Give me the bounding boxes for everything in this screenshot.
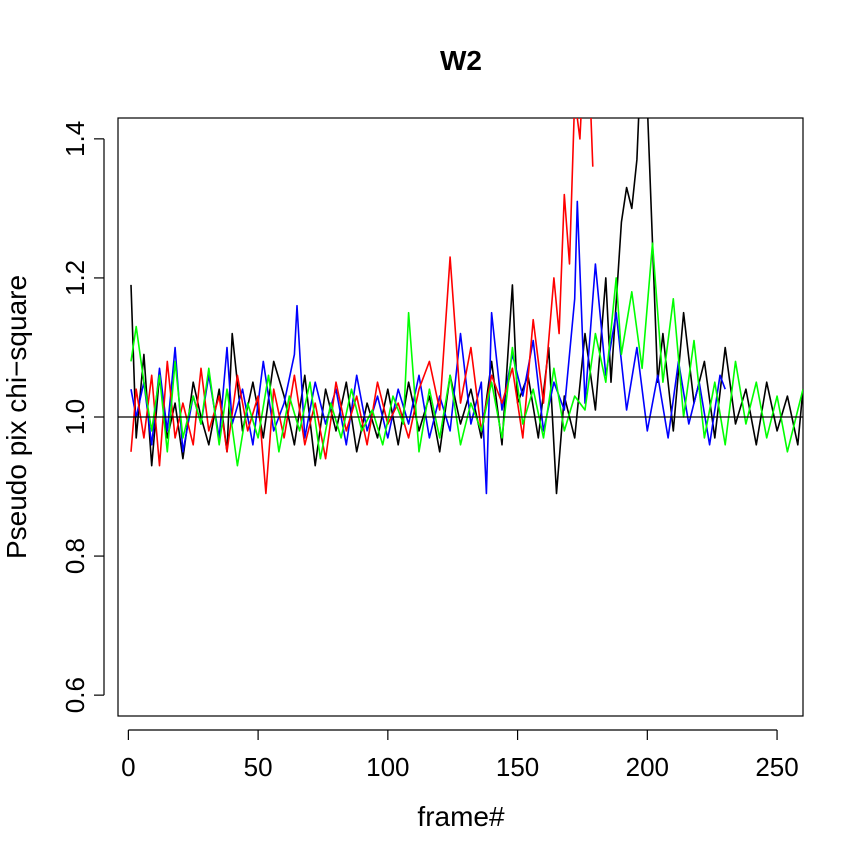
x-axis-title: frame# [417,801,505,832]
y-tick-label: 1.2 [60,260,90,296]
x-tick-label: 50 [244,752,273,782]
y-tick-label: 0.8 [60,538,90,574]
x-tick-label: 150 [496,752,539,782]
y-axis-title: Pseudo pix chi−square [1,275,32,559]
x-axis: 0 50 100 150 200 250 [121,729,799,782]
x-tick-label: 250 [755,752,798,782]
chart-title: W2 [440,45,482,76]
y-tick-label: 1.4 [60,121,90,157]
x-tick-label: 200 [626,752,669,782]
y-tick-label: 1.0 [60,399,90,435]
series-layer [130,118,803,495]
y-axis: 0.6 0.8 1.0 1.2 1.4 [60,121,105,713]
series-line-3 [130,118,594,495]
x-tick-label: 100 [366,752,409,782]
series-line-2 [130,200,726,495]
y-tick-label: 0.6 [60,677,90,713]
x-tick-label: 0 [121,752,135,782]
series-line-1 [130,118,803,495]
